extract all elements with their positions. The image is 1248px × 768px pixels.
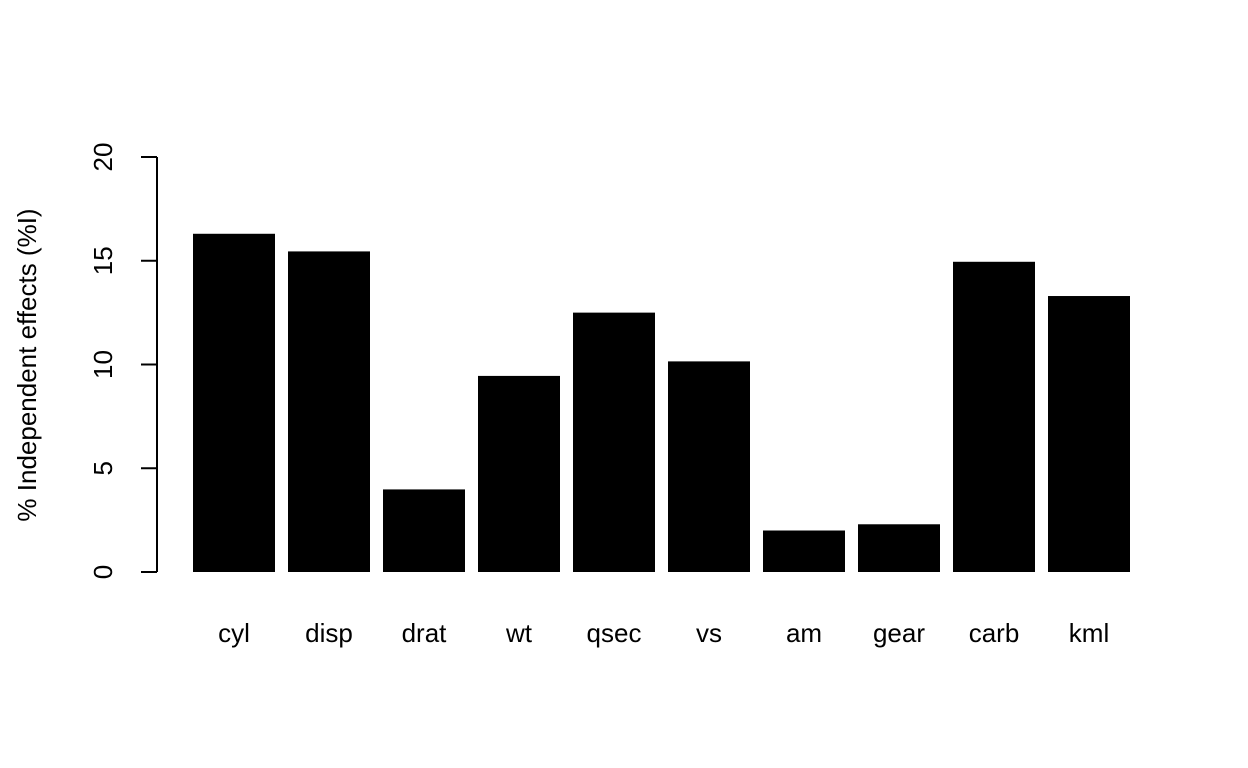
- y-tick-label: 5: [88, 461, 118, 475]
- x-tick-label-cyl: cyl: [218, 618, 250, 648]
- bar-cyl: [193, 233, 275, 572]
- x-tick-label-drat: drat: [402, 618, 448, 648]
- bar-vs: [668, 361, 750, 572]
- x-tick-label-carb: carb: [969, 618, 1020, 648]
- bar-am: [763, 530, 845, 572]
- bar-drat: [383, 489, 465, 572]
- y-axis-label: % Independent effects (%I): [12, 208, 42, 521]
- x-tick-label-disp: disp: [305, 618, 353, 648]
- bar-qsec: [573, 312, 655, 572]
- x-tick-label-kml: kml: [1069, 618, 1109, 648]
- x-tick-label-gear: gear: [873, 618, 925, 648]
- bar-gear: [858, 524, 940, 572]
- bars: [193, 233, 1130, 572]
- bar-disp: [288, 251, 370, 572]
- x-tick-label-vs: vs: [696, 618, 722, 648]
- x-tick-label-qsec: qsec: [587, 618, 642, 648]
- x-axis-labels: cyl disp drat wt qsec vs am gear carb kml: [218, 618, 1109, 648]
- x-tick-label-am: am: [786, 618, 822, 648]
- bar-wt: [478, 375, 560, 572]
- bar-carb: [953, 261, 1035, 572]
- x-tick-label-wt: wt: [505, 618, 533, 648]
- y-tick-label: 20: [88, 143, 118, 172]
- y-tick-label: 0: [88, 565, 118, 579]
- y-axis: 0 5 10 15 20: [88, 143, 158, 579]
- y-tick-label: 10: [88, 350, 118, 379]
- y-tick-label: 15: [88, 246, 118, 275]
- bar-kml: [1048, 296, 1130, 572]
